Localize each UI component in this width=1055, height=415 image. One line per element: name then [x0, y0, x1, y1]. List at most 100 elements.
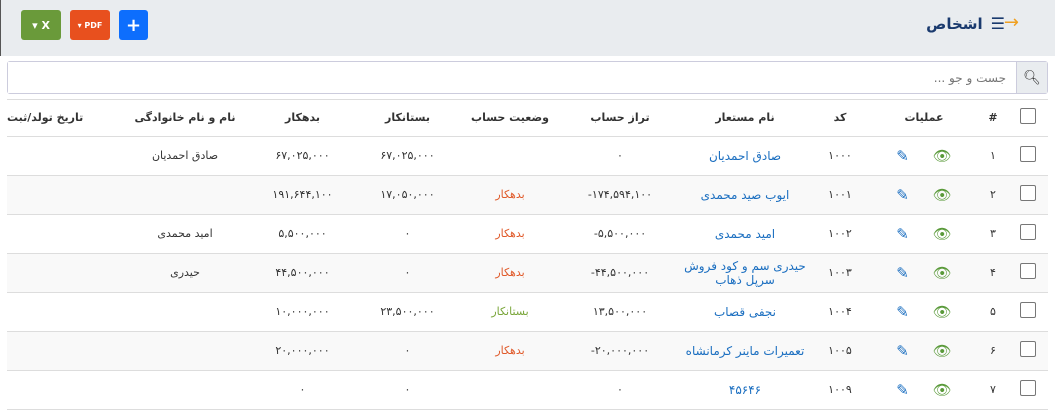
row-fullname	[120, 370, 250, 410]
row-ops: 👁︎ ✎	[870, 331, 978, 371]
select-all-checkbox[interactable]	[1008, 100, 1048, 137]
row-date	[7, 292, 120, 332]
table-row: ۲ 👁︎ ✎ ۱۰۰۱ ایوب صید محمدی ۱۷۴,۵۹۴,۱۰۰- ب…	[7, 175, 1048, 215]
view-icon[interactable]: 👁︎	[932, 224, 952, 243]
edit-icon[interactable]: ✎	[896, 341, 909, 360]
edit-icon[interactable]: ✎	[896, 302, 909, 321]
view-icon[interactable]: 👁︎	[932, 263, 952, 282]
row-checkbox[interactable]	[1008, 175, 1048, 215]
row-status: بدهکار	[460, 253, 560, 293]
view-icon[interactable]: 👁︎	[932, 146, 952, 165]
header-fullname[interactable]: نام و نام خانوادگی	[120, 100, 250, 137]
row-debtor: ۱۰,۰۰۰,۰۰۰	[250, 292, 355, 332]
row-creditor: ۱۷,۰۵۰,۰۰۰	[355, 175, 460, 215]
row-index: ۲	[978, 175, 1008, 215]
row-index: ۴	[978, 253, 1008, 293]
row-code: ۱۰۰۹	[810, 370, 870, 410]
row-creditor: ۰	[355, 214, 460, 254]
view-icon[interactable]: 👁︎	[932, 185, 952, 204]
page-header: → ☰ اشخاص + ▾ PDF ▾ X	[0, 0, 1055, 56]
row-fullname	[120, 331, 250, 371]
row-alias-link[interactable]: صادق احمدیان	[680, 136, 810, 176]
edit-icon[interactable]: ✎	[896, 185, 909, 204]
row-checkbox[interactable]	[1008, 214, 1048, 254]
row-ops: 👁︎ ✎	[870, 370, 978, 410]
row-date	[7, 253, 120, 293]
header-date[interactable]: تاریخ تولد/ثبت	[7, 100, 120, 137]
edit-icon[interactable]: ✎	[896, 263, 909, 282]
header-alias[interactable]: نام مستعار	[680, 100, 810, 137]
row-index: ۷	[978, 370, 1008, 410]
row-ops: 👁︎ ✎	[870, 175, 978, 215]
view-icon[interactable]: 👁︎	[932, 380, 952, 399]
row-balance: ۲۰,۰۰۰,۰۰۰-	[560, 331, 680, 371]
row-status: بدهکار	[460, 175, 560, 215]
row-date	[7, 370, 120, 410]
row-index: ۶	[978, 331, 1008, 371]
row-creditor: ۲۳,۵۰۰,۰۰۰	[355, 292, 460, 332]
row-status: بستانکار	[460, 292, 560, 332]
row-creditor: ۶۷,۰۲۵,۰۰۰	[355, 136, 460, 176]
row-creditor: ۰	[355, 331, 460, 371]
row-debtor: ۰	[250, 370, 355, 410]
row-ops: 👁︎ ✎	[870, 136, 978, 176]
edit-icon[interactable]: ✎	[896, 380, 909, 399]
table-row: ۶ 👁︎ ✎ ۱۰۰۵ تعمیرات ماینر کرمانشاه ۲۰,۰۰۰…	[7, 331, 1048, 371]
row-checkbox[interactable]	[1008, 253, 1048, 293]
view-icon[interactable]: 👁︎	[932, 341, 952, 360]
row-checkbox[interactable]	[1008, 331, 1048, 371]
row-checkbox[interactable]	[1008, 370, 1048, 410]
row-fullname	[120, 292, 250, 332]
row-index: ۳	[978, 214, 1008, 254]
edit-icon[interactable]: ✎	[896, 224, 909, 243]
row-balance: ۱۳,۵۰۰,۰۰۰	[560, 292, 680, 332]
view-icon[interactable]: 👁︎	[932, 302, 952, 321]
header-creditor[interactable]: بستانکار	[355, 100, 460, 137]
edit-icon[interactable]: ✎	[896, 146, 909, 165]
row-checkbox[interactable]	[1008, 292, 1048, 332]
row-checkbox[interactable]	[1008, 136, 1048, 176]
row-balance: ۱۷۴,۵۹۴,۱۰۰-	[560, 175, 680, 215]
row-date	[7, 175, 120, 215]
header-code[interactable]: کد	[810, 100, 870, 137]
search-input[interactable]	[8, 62, 1016, 93]
header-index: #	[978, 100, 1008, 137]
row-alias-link[interactable]: امید محمدی	[680, 214, 810, 254]
row-alias-link[interactable]: ایوب صید محمدی	[680, 175, 810, 215]
row-ops: 👁︎ ✎	[870, 292, 978, 332]
page-title: ☰ اشخاص	[926, 14, 1005, 33]
row-code: ۱۰۰۵	[810, 331, 870, 371]
search-bar: 🔍︎	[7, 61, 1048, 94]
search-icon[interactable]: 🔍︎	[1016, 62, 1047, 93]
table-row: ۴ 👁︎ ✎ ۱۰۰۳ حیدری سم و کود فروش سرپل ذهاب…	[7, 253, 1048, 293]
pdf-export-button[interactable]: ▾ PDF	[70, 10, 110, 40]
row-fullname: صادق احمدیان	[120, 136, 250, 176]
excel-icon: X	[41, 18, 50, 32]
row-ops: 👁︎ ✎	[870, 253, 978, 293]
row-code: ۱۰۰۲	[810, 214, 870, 254]
arrow-right-icon[interactable]: →	[1003, 12, 1019, 33]
row-alias-link[interactable]: ۴۵۶۴۶	[680, 370, 810, 410]
row-balance: ۴۴,۵۰۰,۰۰۰-	[560, 253, 680, 293]
header-ops: عملیات	[870, 100, 978, 137]
row-alias-link[interactable]: حیدری سم و کود فروش سرپل ذهاب	[680, 253, 810, 293]
excel-export-button[interactable]: ▾ X	[21, 10, 61, 40]
row-debtor: ۵,۵۰۰,۰۰۰	[250, 214, 355, 254]
row-alias-link[interactable]: تعمیرات ماینر کرمانشاه	[680, 331, 810, 371]
row-debtor: ۶۷,۰۲۵,۰۰۰	[250, 136, 355, 176]
list-icon: ☰	[990, 14, 1005, 33]
table-row: ۱ 👁︎ ✎ ۱۰۰۰ صادق احمدیان ۰ ۶۷,۰۲۵,۰۰۰ ۶۷,…	[7, 136, 1048, 176]
header-debtor[interactable]: بدهکار	[250, 100, 355, 137]
add-button[interactable]: +	[119, 10, 148, 40]
row-alias-link[interactable]: نجفی قصاب	[680, 292, 810, 332]
row-code: ۱۰۰۳	[810, 253, 870, 293]
header-balance[interactable]: تراز حساب	[560, 100, 680, 137]
pdf-icon: PDF	[84, 20, 103, 30]
row-code: ۱۰۰۴	[810, 292, 870, 332]
row-date	[7, 214, 120, 254]
header-status[interactable]: وضعیت حساب	[460, 100, 560, 137]
row-status	[460, 136, 560, 176]
row-code: ۱۰۰۰	[810, 136, 870, 176]
table-row: ۳ 👁︎✎ ۱۰۰۲ امید محمدی ۵,۵۰۰,۰۰۰- بدهکار …	[7, 214, 1048, 254]
row-fullname: امید محمدی	[120, 214, 250, 254]
